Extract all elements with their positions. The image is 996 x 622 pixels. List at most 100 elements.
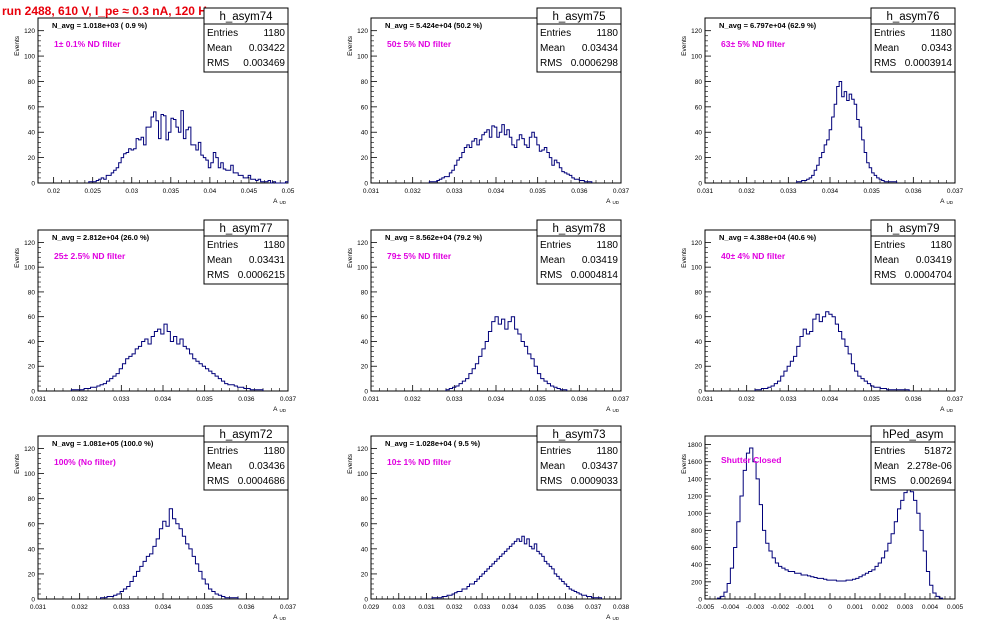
stats-value: 0.003469 [243,58,285,69]
navg-label: N_avg = 1.018e+03 ( 0.9 %) [52,21,148,30]
filter-label: 40± 4% ND filter [721,251,786,261]
x-axis-label: A UD [606,406,620,413]
y-tick-label: 20 [695,155,703,162]
histogram-bins [754,311,910,391]
y-tick-label: 40 [28,130,36,137]
y-tick-label: 20 [28,571,36,578]
y-tick-label: 100 [691,265,702,272]
stats-value: 51872 [924,446,952,457]
x-tick-label: 0.004 [922,604,939,611]
x-tick-label: 0.031 [418,604,435,611]
histogram-panel-h_asym79: Events 0 20 40 60 80 100 120 0.031 0.032 0.033 0.03… [681,219,964,413]
y-tick-label: 60 [28,314,36,321]
x-tick-label: 0.037 [585,604,602,611]
stats-value: 2.278e-06 [907,461,952,472]
stats-value: 0.0004686 [238,476,286,487]
stats-value: 1180 [930,28,952,39]
y-tick-label: 0 [31,389,35,396]
y-tick-label: 40 [361,130,369,137]
stats-label: Mean [874,461,899,472]
y-axis-label: Events [347,247,354,268]
stats-label: RMS [540,58,563,69]
stats-value: 1180 [930,240,952,251]
y-tick-label: 20 [28,155,36,162]
filter-label: 25± 2.5% ND filter [54,251,126,261]
stats-value: 0.0004814 [571,270,619,281]
x-tick-label: 0.033 [113,396,130,403]
y-tick-label: 100 [357,471,368,478]
stats-label: Entries [874,240,905,251]
x-tick-label: 0.035 [197,396,214,403]
x-tick-label: 0.035 [530,396,547,403]
x-tick-label: 0.035 [864,188,881,195]
stats-label: RMS [207,270,230,281]
y-tick-label: 100 [24,471,35,478]
y-tick-label: 120 [24,28,35,35]
x-axis-label: A UD [606,614,620,621]
x-tick-label: 0.03 [392,604,405,611]
x-tick-label: 0.033 [474,604,491,611]
stats-box [536,7,622,73]
stats-value: 1180 [263,240,285,251]
y-tick-label: 600 [691,545,702,552]
filter-label: Shutter Closed [721,455,781,465]
x-tick-label: 0 [828,604,832,611]
stats-label: Entries [874,446,905,457]
y-tick-label: 0 [698,597,702,604]
stats-box [870,425,956,491]
histogram-bins [70,323,264,391]
histogram-bins [428,124,593,183]
x-tick-label: -0.002 [771,604,790,611]
x-tick-label: 0.035 [163,188,180,195]
y-tick-label: 120 [691,28,702,35]
stats-label: Entries [207,240,238,251]
histogram-panel-h_asym73: Events 0 20 40 60 80 100 120 0.029 0.03 0.031 0.032… [347,425,630,621]
y-tick-label: 40 [361,546,369,553]
stats-value: 0.0009033 [571,476,619,487]
filter-label: 1± 0.1% ND filter [54,39,121,49]
y-tick-label: 40 [361,339,369,346]
stats-label: RMS [540,270,563,281]
y-tick-label: 0 [31,597,35,604]
y-axis-label: Events [681,247,688,268]
navg-label: N_avg = 6.797e+04 (62.9 %) [719,21,817,30]
x-tick-label: 0.035 [530,188,547,195]
x-tick-label: -0.004 [721,604,740,611]
x-tick-label: 0.031 [697,396,714,403]
y-tick-label: 0 [364,597,368,604]
stats-label: Entries [207,446,238,457]
y-tick-label: 80 [695,79,703,86]
histogram-panel-hPed_asym: Events 0 200 400 600 800 1000 1200 1400 1600 1800 -… [681,425,964,611]
y-tick-label: 40 [28,546,36,553]
y-tick-label: 40 [28,339,36,346]
stats-value: 1180 [263,446,285,457]
stats-box [203,7,289,73]
histogram-panel-h_asym78: Events 0 20 40 60 80 100 120 0.031 0.032 0.033 0.03… [347,219,630,413]
x-tick-label: -0.003 [746,604,765,611]
x-tick-label: 0.034 [488,188,505,195]
x-tick-label: 0.002 [872,604,889,611]
stats-box [536,425,622,491]
stats-box [870,7,956,73]
y-tick-label: 1400 [688,476,703,483]
x-tick-label: 0.032 [405,188,422,195]
x-axis-label: A UD [273,198,287,205]
stats-label: Entries [540,240,571,251]
x-tick-label: 0.031 [697,188,714,195]
histogram-panel-h_asym74: Events 0 20 40 60 80 100 120 0.02 0.025 0.03 0.035 0… [14,7,295,205]
filter-label: 100% (No filter) [54,457,116,467]
histogram-name: h_asym77 [219,223,272,235]
histogram-name: hPed_asym [883,429,944,441]
stats-value: 0.0006298 [571,58,619,69]
stats-label: RMS [874,476,897,487]
y-tick-label: 60 [361,104,369,111]
y-tick-label: 80 [361,79,369,86]
histogram-name: h_asym75 [552,11,605,23]
y-tick-label: 20 [695,364,703,371]
y-tick-label: 400 [691,562,702,569]
x-tick-label: 0.05 [282,188,295,195]
histogram-bins [88,110,289,184]
y-tick-label: 0 [698,181,702,188]
histogram-name: h_asym79 [886,223,939,235]
